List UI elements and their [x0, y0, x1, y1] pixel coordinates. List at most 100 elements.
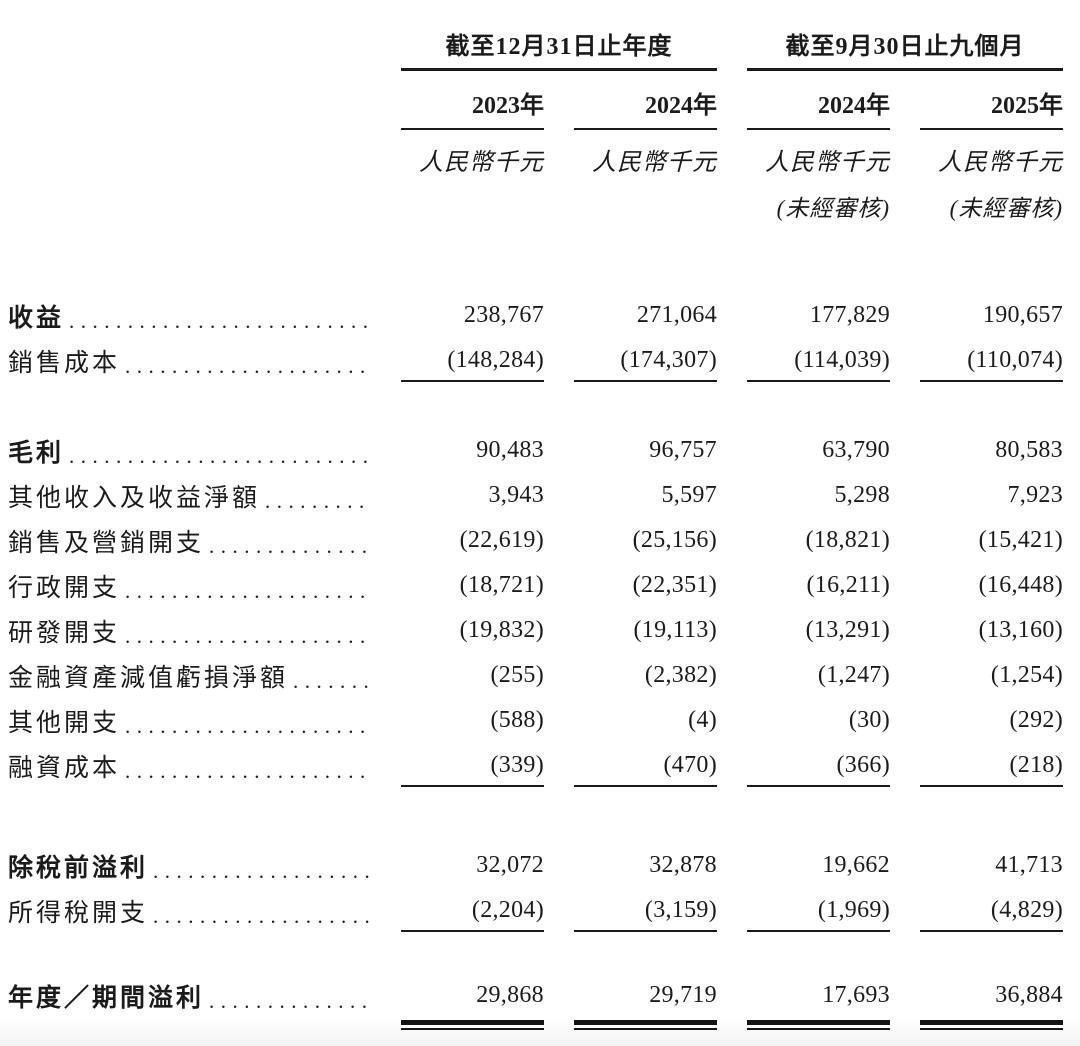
value-cell-2024-9m: 19,662	[822, 852, 890, 878]
value-cell-2023: (18,721)	[459, 572, 544, 598]
value-cell-2024-9m: (1,969)	[747, 888, 890, 933]
table-row: 收益......................................…	[8, 293, 1063, 338]
year-header-2024-9m: 2024年	[747, 85, 890, 130]
table-body: 收益......................................…	[8, 293, 1063, 1030]
table-row: 除稅前溢利...................................…	[8, 843, 1063, 888]
row-label-cell: 除稅前溢利...................................…	[8, 843, 371, 888]
table-row: 研發開支....................................…	[8, 608, 1063, 653]
table-row: 銷售成本....................................…	[8, 338, 1063, 383]
value-cell-2025-9m: (4,829)	[920, 888, 1063, 933]
dot-leader: ........................................…	[125, 579, 371, 603]
row-label: 除稅前溢利	[8, 854, 149, 882]
row-label-cell: 融資成本....................................…	[8, 743, 371, 788]
row-label: 行政開支	[8, 574, 121, 602]
table-row: 融資成本....................................…	[8, 743, 1063, 788]
unaudited-label: (未經審核)	[776, 196, 890, 221]
value-cell-2023: 29,868	[401, 973, 544, 1030]
value-cell-2025-9m: (110,074)	[920, 338, 1063, 383]
value-cell-2025-9m: 7,923	[1007, 482, 1063, 508]
value-cell-2024-9m: (366)	[747, 743, 890, 788]
value-cell-2024: (470)	[574, 743, 717, 788]
value-cell-2024: (2,382)	[644, 662, 717, 688]
row-label: 毛利	[8, 439, 65, 467]
value-cell-2024-9m: 5,298	[834, 482, 890, 508]
dot-leader: ........................................…	[125, 759, 371, 783]
value-cell-2024-9m: 63,790	[822, 437, 890, 463]
unaudited-label: (未經審核)	[949, 196, 1063, 221]
row-label-cell: 毛利......................................…	[8, 428, 371, 473]
value-cell-2024: 96,757	[649, 437, 717, 463]
dot-leader: ........................................…	[209, 534, 371, 558]
dot-leader: ........................................…	[209, 989, 371, 1013]
unaudited-note-row: (未經審核) (未經審核)	[8, 189, 1063, 223]
row-label-cell: 其他開支....................................…	[8, 698, 371, 743]
currency-unit-row: 人民幣千元 人民幣千元 人民幣千元 人民幣千元	[8, 142, 1063, 177]
table-row: 其他開支....................................…	[8, 698, 1063, 743]
row-label-cell: 研發開支....................................…	[8, 608, 371, 653]
currency-unit-label: 人民幣千元	[592, 150, 717, 176]
value-cell-2024: (19,113)	[633, 617, 717, 643]
table-row: 所得稅開支...................................…	[8, 888, 1063, 933]
value-cell-2024: 271,064	[636, 302, 717, 328]
value-cell-2024: (22,351)	[632, 572, 717, 598]
value-cell-2024: (174,307)	[574, 338, 717, 383]
value-cell-2025-9m: (1,254)	[990, 662, 1063, 688]
value-cell-2023: (148,284)	[401, 338, 544, 383]
value-cell-2023: 238,767	[463, 302, 544, 328]
currency-unit-label: 人民幣千元	[765, 150, 890, 176]
value-cell-2025-9m: 36,884	[920, 973, 1063, 1030]
value-cell-2024-9m: (18,821)	[805, 527, 890, 553]
dot-leader: ........................................…	[69, 309, 371, 333]
value-cell-2023: (2,204)	[401, 888, 544, 933]
dot-leader: ........................................…	[153, 859, 371, 883]
column-group-year-ended: 截至12月31日止年度	[401, 26, 717, 71]
year-header-2023: 2023年	[401, 85, 544, 130]
value-cell-2024: (25,156)	[632, 527, 717, 553]
value-cell-2023: (588)	[490, 707, 544, 733]
table-row: 銷售及營銷開支.................................…	[8, 518, 1063, 563]
row-label: 所得稅開支	[8, 899, 149, 927]
row-label-cell: 收益......................................…	[8, 293, 371, 338]
table-row: 毛利......................................…	[8, 428, 1063, 473]
year-header-2024: 2024年	[574, 85, 717, 130]
value-cell-2024: 5,597	[661, 482, 717, 508]
value-cell-2023: 90,483	[476, 437, 544, 463]
row-label: 其他開支	[8, 709, 121, 737]
row-label: 銷售成本	[8, 349, 121, 377]
dot-leader: ........................................…	[69, 444, 371, 468]
table-row: 行政開支....................................…	[8, 563, 1063, 608]
row-label-cell: 銷售及營銷開支.................................…	[8, 518, 371, 563]
value-cell-2023: (255)	[490, 662, 544, 688]
value-cell-2024: (3,159)	[574, 888, 717, 933]
row-label: 研發開支	[8, 619, 121, 647]
value-cell-2025-9m: (16,448)	[978, 572, 1063, 598]
currency-unit-label: 人民幣千元	[419, 150, 544, 176]
value-cell-2023: (339)	[401, 743, 544, 788]
currency-unit-label: 人民幣千元	[938, 150, 1063, 176]
year-header-row: 2023年 2024年 2024年 2025年	[8, 85, 1063, 130]
value-cell-2025-9m: (218)	[920, 743, 1063, 788]
row-label: 收益	[8, 304, 65, 332]
column-group-nine-months: 截至9月30日止九個月	[747, 26, 1063, 71]
value-cell-2024-9m: (16,211)	[806, 572, 890, 598]
table-row: 年度／期間溢利.................................…	[8, 973, 1063, 1030]
year-header-2025-9m: 2025年	[920, 85, 1063, 130]
dot-leader: ........................................…	[153, 904, 371, 928]
row-label-cell: 銷售成本....................................…	[8, 338, 371, 383]
value-cell-2025-9m: 41,713	[995, 852, 1063, 878]
value-cell-2024-9m: (13,291)	[805, 617, 890, 643]
value-cell-2024-9m: 177,829	[809, 302, 890, 328]
dot-leader: ........................................…	[125, 354, 371, 378]
value-cell-2024: 32,878	[649, 852, 717, 878]
row-label-cell: 其他收入及收益淨額...............................…	[8, 473, 371, 518]
dot-leader: ........................................…	[125, 624, 371, 648]
value-cell-2025-9m: (292)	[1009, 707, 1063, 733]
dot-leader: ........................................…	[265, 489, 371, 513]
value-cell-2025-9m: 80,583	[995, 437, 1063, 463]
row-label: 金融資產減值虧損淨額	[8, 664, 289, 692]
value-cell-2024-9m: (30)	[848, 707, 890, 733]
value-cell-2024-9m: (114,039)	[747, 338, 890, 383]
row-label: 其他收入及收益淨額	[8, 484, 261, 512]
dot-leader: ........................................…	[293, 669, 371, 693]
